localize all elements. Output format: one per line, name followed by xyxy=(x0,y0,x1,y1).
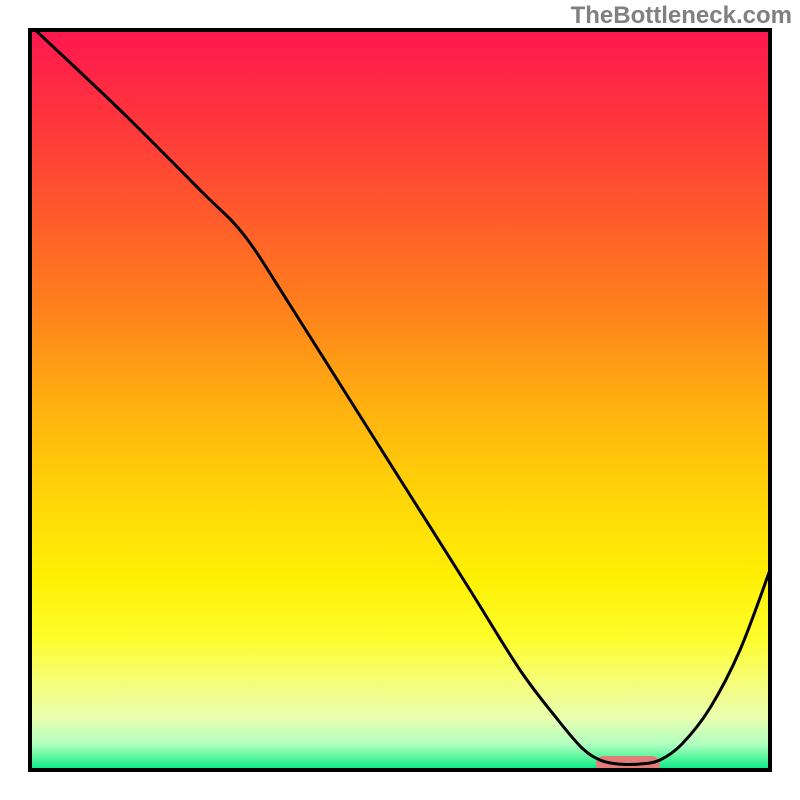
plot-background xyxy=(30,30,770,770)
chart-container: TheBottleneck.com xyxy=(0,0,800,800)
watermark-text: TheBottleneck.com xyxy=(571,2,792,30)
chart-svg xyxy=(0,0,800,800)
